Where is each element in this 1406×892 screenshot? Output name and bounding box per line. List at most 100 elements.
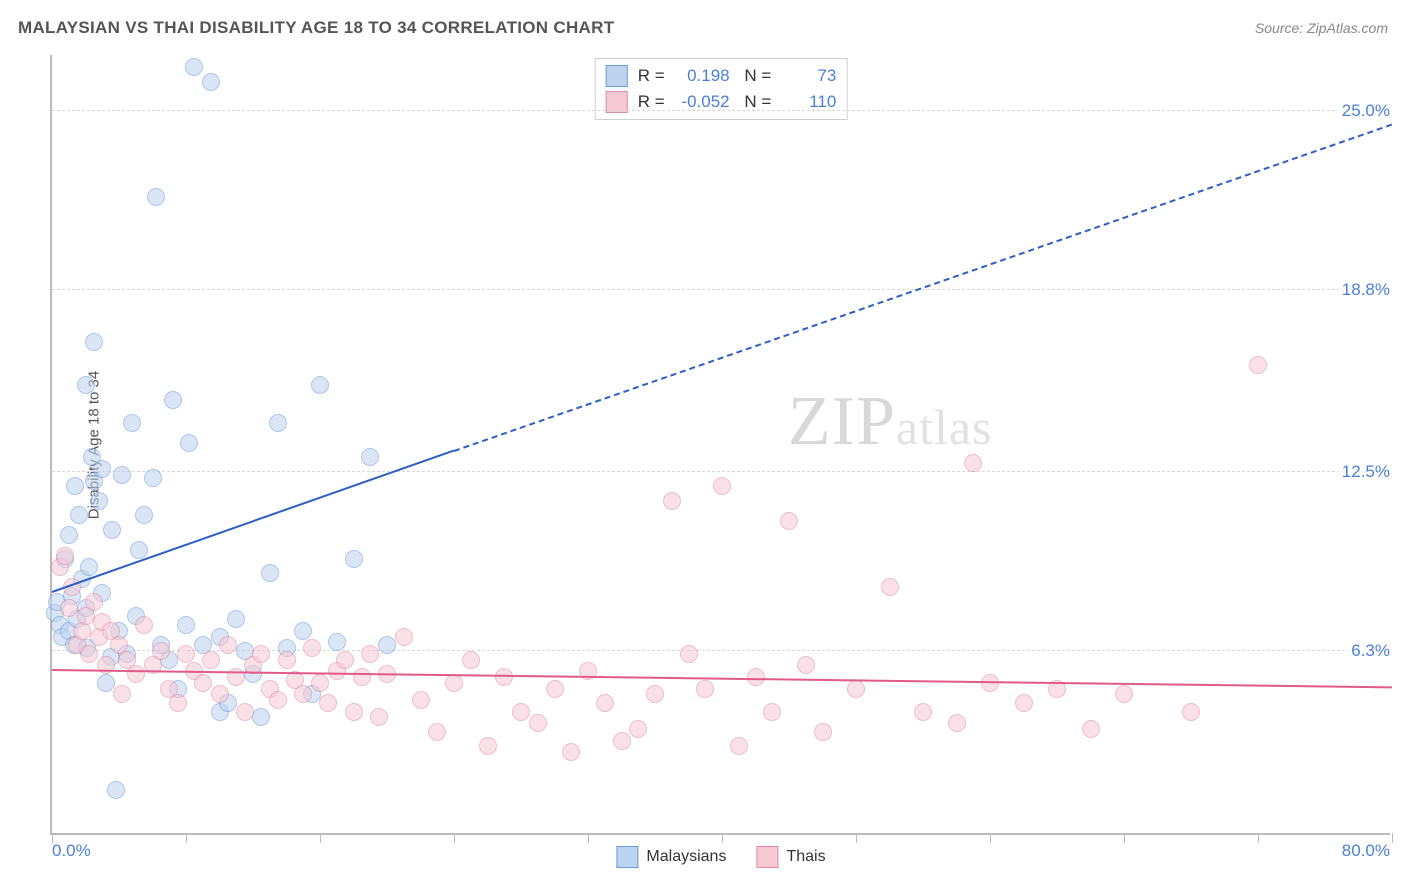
data-point [93,460,111,478]
x-tick [1124,833,1125,843]
data-point [1249,356,1267,374]
data-point [303,639,321,657]
data-point [97,674,115,692]
legend-swatch-icon [756,846,778,868]
data-point [948,714,966,732]
data-point [1082,720,1100,738]
data-point [1182,703,1200,721]
x-tick [454,833,455,843]
data-point [311,376,329,394]
data-point [336,651,354,669]
data-point [562,743,580,761]
data-point [797,656,815,674]
data-point [135,506,153,524]
data-point [219,636,237,654]
y-tick-label: 6.3% [1347,639,1394,663]
data-point [780,512,798,530]
data-point [180,434,198,452]
data-point [370,708,388,726]
chart-header: MALAYSIAN VS THAI DISABILITY AGE 18 TO 3… [18,18,1388,38]
y-tick-label: 18.8% [1338,278,1394,302]
x-max-label: 80.0% [1342,841,1390,861]
data-point [194,674,212,692]
data-point [629,720,647,738]
data-point [90,492,108,510]
data-point [113,466,131,484]
data-point [361,645,379,663]
data-point [646,685,664,703]
x-tick [1258,833,1259,843]
watermark: ZIPatlas [788,382,993,462]
data-point [113,685,131,703]
data-point [345,550,363,568]
data-point [529,714,547,732]
r-label: R = [638,66,665,86]
data-point [353,668,371,686]
data-point [663,492,681,510]
data-point [135,616,153,634]
data-point [252,708,270,726]
x-tick [186,833,187,843]
data-point [512,703,530,721]
series-legend: Malaysians Thais [616,846,825,868]
data-point [730,737,748,755]
gridline [52,110,1390,111]
gridline [52,471,1390,472]
data-point [60,599,78,617]
data-point [77,376,95,394]
data-point [596,694,614,712]
x-tick [588,833,589,843]
y-tick-label: 12.5% [1338,460,1394,484]
data-point [345,703,363,721]
watermark-zip: ZIP [788,383,896,460]
data-point [269,691,287,709]
data-point [252,645,270,663]
data-point [177,616,195,634]
data-point [847,680,865,698]
n-value-malaysians: 73 [781,66,836,86]
data-point [202,651,220,669]
data-point [80,645,98,663]
legend-label: Thais [786,848,825,866]
data-point [144,469,162,487]
x-tick [856,833,857,843]
chart-title: MALAYSIAN VS THAI DISABILITY AGE 18 TO 3… [18,18,614,38]
data-point [164,391,182,409]
data-point [85,593,103,611]
x-tick [722,833,723,843]
data-point [814,723,832,741]
legend-row-malaysians: R = 0.198 N = 73 [606,63,837,89]
data-point [70,506,88,524]
plot-area: ZIPatlas R = 0.198 N = 73 R = -0.052 N =… [50,55,1390,835]
x-tick [990,833,991,843]
data-point [80,558,98,576]
data-point [211,685,229,703]
data-point [294,622,312,640]
x-tick [1392,833,1393,843]
data-point [914,703,932,721]
data-point [680,645,698,663]
data-point [495,668,513,686]
data-point [1015,694,1033,712]
data-point [361,448,379,466]
data-point [103,521,121,539]
data-point [278,651,296,669]
data-point [130,541,148,559]
data-point [85,333,103,351]
data-point [227,610,245,628]
data-point [66,477,84,495]
data-point [311,674,329,692]
data-point [479,737,497,755]
data-point [462,651,480,669]
data-point [378,636,396,654]
data-point [236,703,254,721]
x-min-label: 0.0% [52,841,91,861]
data-point [185,58,203,76]
data-point [964,454,982,472]
legend-row-thais: R = -0.052 N = 110 [606,89,837,115]
chart-container: Disability Age 18 to 34 ZIPatlas R = 0.1… [50,55,1390,835]
data-point [107,781,125,799]
data-point [127,665,145,683]
data-point [294,685,312,703]
data-point [696,680,714,698]
